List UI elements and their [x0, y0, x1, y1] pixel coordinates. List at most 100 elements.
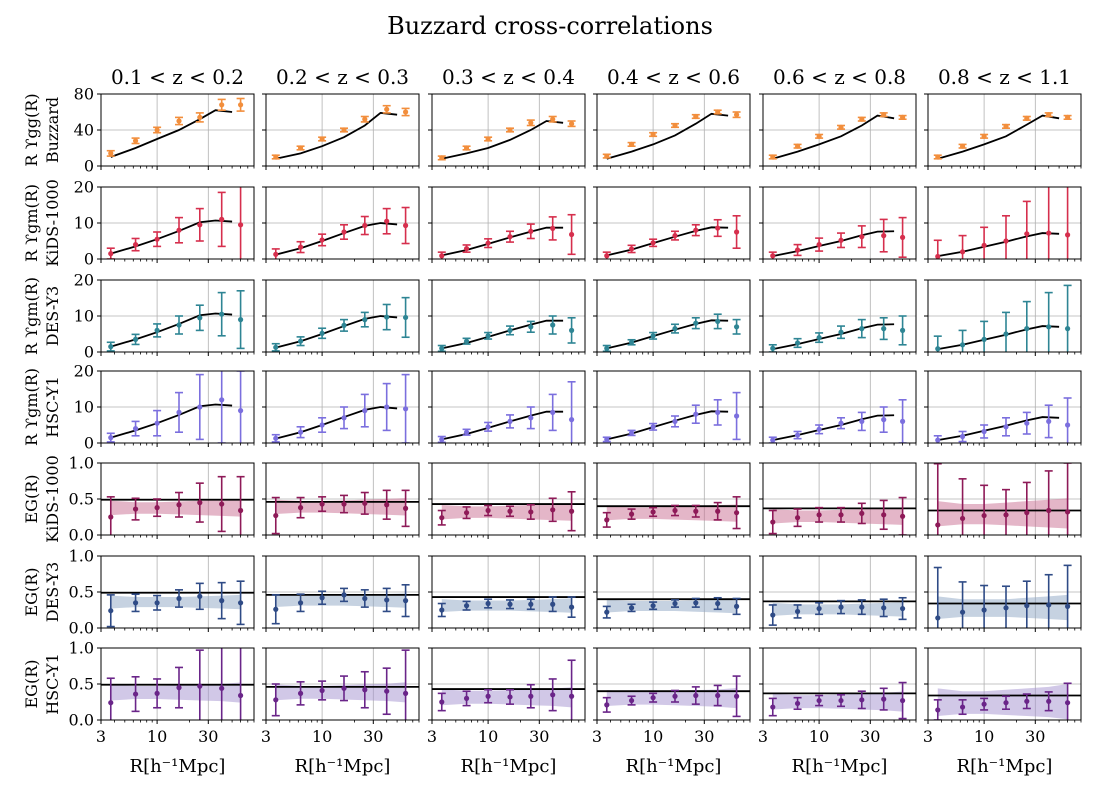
data-marker [715, 409, 721, 415]
data-marker [507, 418, 513, 424]
panel-plot-area [597, 463, 750, 535]
data-marker [1003, 700, 1009, 706]
data-marker [237, 222, 244, 228]
data-point [837, 693, 846, 708]
data-marker [219, 311, 225, 317]
x-axis-label: R[h⁻¹Mpc] [957, 756, 1053, 777]
data-marker [550, 409, 556, 415]
data-point [437, 344, 446, 352]
data-point [106, 496, 115, 535]
data-point [236, 580, 245, 626]
data-marker [650, 333, 656, 339]
data-marker [507, 234, 513, 240]
data-marker [108, 608, 114, 614]
y-tick-label: 20 [74, 271, 94, 290]
data-point [649, 331, 658, 340]
data-marker [154, 127, 160, 133]
data-point [382, 667, 391, 716]
data-point [318, 590, 327, 606]
data-point [437, 602, 446, 618]
data-point [879, 112, 888, 118]
data-point [340, 127, 349, 133]
data-marker [881, 326, 887, 332]
data-point [548, 678, 557, 712]
data-marker [219, 397, 225, 403]
panel-r2-c4 [593, 186, 751, 263]
data-marker [108, 700, 114, 706]
x-tick-label: 10 [312, 727, 332, 746]
x-tick-label: 3 [427, 727, 437, 746]
data-marker [693, 227, 699, 233]
data-marker [770, 154, 776, 160]
data-point [131, 137, 140, 145]
panel-r5-c6 [924, 462, 1082, 539]
panel-plot-area [266, 463, 419, 535]
data-marker [402, 109, 409, 115]
data-marker [132, 506, 139, 512]
data-marker [463, 145, 470, 151]
data-point [131, 237, 140, 252]
data-point [1022, 200, 1031, 259]
data-point [691, 224, 700, 237]
data-point [548, 596, 557, 613]
data-point [1044, 691, 1053, 712]
panel-r5-c2 [262, 462, 420, 539]
data-point [217, 291, 226, 337]
data-point [153, 594, 162, 611]
data-marker [237, 317, 244, 323]
data-marker [237, 600, 244, 606]
data-point [602, 511, 611, 528]
data-point [175, 391, 184, 434]
data-marker [859, 326, 865, 332]
data-marker [693, 320, 699, 326]
column-title: 0.3 < z < 0.4 [442, 65, 575, 89]
data-marker [838, 237, 844, 243]
panel-r3-c6 [924, 279, 1082, 356]
x-tick-label: 10 [809, 727, 829, 746]
data-point [318, 136, 327, 142]
data-point [217, 191, 226, 248]
panel-plot-area [928, 94, 1081, 166]
data-marker [650, 695, 656, 701]
data-point [602, 153, 611, 159]
data-marker [959, 433, 966, 440]
data-point [1002, 215, 1011, 259]
data-point [106, 149, 115, 157]
x-tick-label: 3 [592, 727, 602, 746]
panel-r4-c1: 0 10 20 [74, 362, 255, 453]
data-point [1063, 284, 1072, 352]
data-marker [604, 436, 610, 442]
y-tick-label: 0.5 [69, 675, 94, 694]
data-marker [108, 514, 114, 520]
data-marker [604, 609, 610, 615]
data-marker [1024, 231, 1030, 237]
data-point [360, 215, 369, 236]
data-point [484, 688, 493, 704]
row-label-survey: Buzzard [43, 97, 62, 163]
data-marker [1046, 698, 1052, 704]
y-tick-label: 0 [84, 434, 94, 453]
data-marker [507, 127, 513, 133]
x-tick-label: 10 [643, 727, 663, 746]
panel-r1-c3 [428, 93, 586, 170]
model-line [937, 114, 1060, 160]
data-marker [628, 141, 635, 147]
panel-plot-area [928, 371, 1081, 443]
data-point [980, 133, 989, 139]
data-marker [237, 102, 244, 108]
data-marker [197, 593, 203, 599]
data-point [360, 491, 369, 515]
data-point [1022, 115, 1031, 121]
data-point [175, 216, 184, 244]
data-point [933, 434, 942, 443]
data-marker [362, 500, 368, 506]
data-marker [899, 234, 906, 240]
data-point [195, 649, 204, 720]
data-marker [463, 695, 470, 702]
model-line [110, 109, 233, 158]
x-axis-label: R[h⁻¹Mpc] [295, 756, 391, 777]
data-point [526, 503, 535, 520]
data-point [1002, 695, 1011, 711]
data-point [237, 187, 244, 259]
data-point [958, 581, 967, 628]
